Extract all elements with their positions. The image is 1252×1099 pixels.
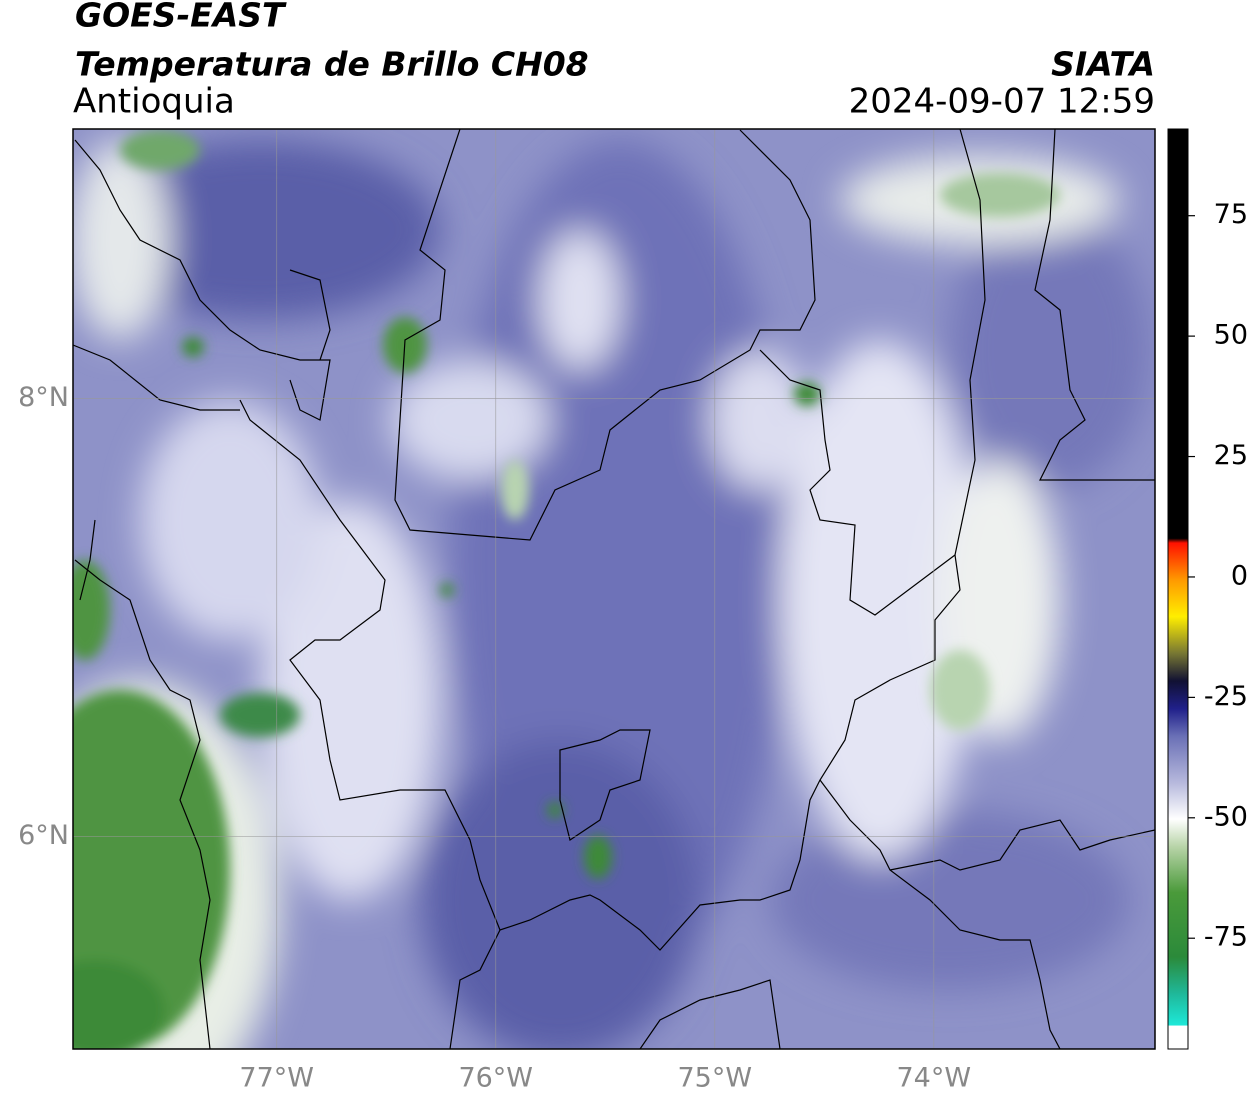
y-tick-label: 8°N	[18, 382, 69, 413]
colorbar-tick-label: -50	[1204, 801, 1248, 832]
title: GOES-EAST	[75, 0, 287, 35]
region: Antioquia	[73, 82, 235, 122]
colorbar-tick-label: -25	[1204, 681, 1248, 712]
x-tick-label: 77°W	[239, 1063, 314, 1094]
colorbar-tick-label: 75	[1214, 199, 1248, 230]
colorbar-tick-label: 25	[1214, 440, 1248, 471]
y-tick-label: 6°N	[18, 820, 69, 851]
colorbar-tick-label: 0	[1231, 560, 1248, 591]
boundaries	[73, 129, 1155, 1049]
timestamp: 2024-09-07 12:59	[849, 82, 1155, 122]
graticule	[73, 129, 1155, 1049]
subtitle: Temperatura de Brillo CH08	[75, 45, 589, 84]
source: SIATA	[1051, 45, 1155, 84]
x-tick-label: 74°W	[897, 1063, 972, 1094]
colorbar	[1167, 128, 1189, 1050]
satellite-image	[73, 129, 1155, 1049]
map-frame	[72, 128, 1156, 1050]
x-tick-label: 76°W	[458, 1063, 533, 1094]
colorbar-tick-label: 50	[1214, 320, 1248, 351]
x-tick-label: 75°W	[677, 1063, 752, 1094]
colorbar-tick-label: -75	[1204, 922, 1248, 953]
